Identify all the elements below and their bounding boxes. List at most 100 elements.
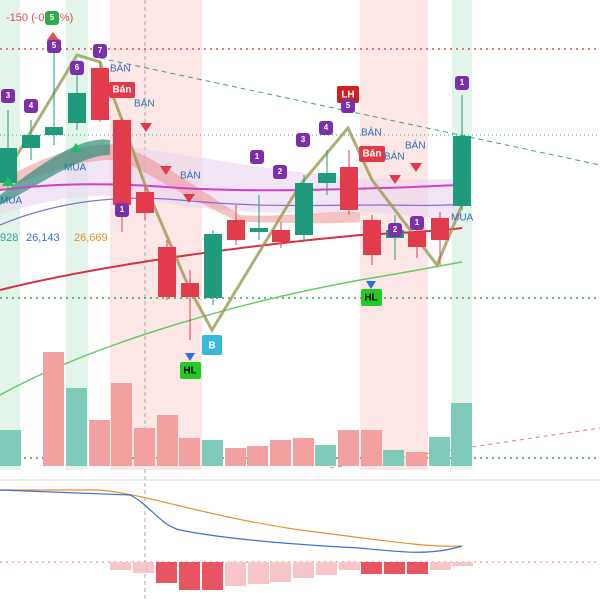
wave-badge [410,216,424,230]
volume-bar [338,430,359,466]
candle [136,192,154,213]
buy-label: MUA [451,213,474,224]
legend-value: 928 [0,232,18,244]
band [0,144,360,224]
volume-bar [361,430,382,466]
arrow [160,166,172,175]
macd-bar [293,562,314,578]
candle [45,127,63,135]
macd-bar [202,562,223,590]
macd-bar [270,562,291,582]
zigzag [6,53,464,333]
swing-label: B [208,341,215,352]
wave-badge [70,61,84,75]
wave-badge [319,121,333,135]
wave-badge [24,99,38,113]
macd [0,489,463,553]
wave-badge [341,99,355,113]
wave-label: 7 [98,46,103,55]
macd-bar [339,562,360,570]
volume-bar [451,403,472,466]
arrow [185,353,195,361]
wave-badge [45,11,59,25]
legend-value: 26,669 [74,232,108,244]
macd-bar [430,562,451,570]
candle [204,234,222,298]
candle [158,247,176,297]
macd-line [0,489,463,553]
ma-line [0,183,463,192]
macd-bar [179,562,200,590]
arrow [70,143,82,152]
candle [272,230,290,242]
wave-badge [388,223,402,237]
candle [0,148,17,183]
volume-bar [179,438,200,466]
swing-box [180,362,201,379]
arrow [366,281,376,289]
arrows [2,32,422,361]
sell-box [359,146,385,162]
ma-line [0,261,463,396]
arrow [47,32,59,40]
arrow [2,177,14,186]
macd-bar [452,562,473,566]
sell-box-label: Bán [363,149,382,160]
candle [181,283,199,297]
volume-bar [225,448,246,466]
volume-bar [315,445,336,466]
wave-label: 1 [460,78,465,87]
candle [113,120,131,205]
arrow [183,194,195,203]
candle [408,232,426,247]
macd-bar [156,562,177,583]
wave-label: 4 [29,101,34,110]
wave-label: 1 [415,218,420,227]
buy-label: MUA [64,163,87,174]
wave-label: 5 [52,41,57,50]
volume-bar [43,352,64,466]
candle [250,228,268,232]
price-change: -150 (-0.58%) [6,12,73,24]
volume-bar [293,438,314,466]
buy-zone [0,0,20,470]
wave-label: 5 [346,101,351,110]
candle [227,220,245,240]
wave-label: 5 [50,13,55,22]
macd-bar [361,562,382,574]
swing-box [337,86,359,103]
sell-label: BÁN [405,139,426,152]
wave-label: 3 [6,91,11,100]
swing-box [361,289,382,306]
wave-badge [296,133,310,147]
sell-box [109,82,135,98]
arrow [140,123,152,132]
macd-bar [133,562,154,573]
macd-bar [316,562,337,575]
wave-badge [273,165,287,179]
wave-badge [250,150,264,164]
volume-bar [270,440,291,466]
volume-bar [111,383,132,466]
wave-label: 1 [120,205,125,214]
volume-bar [157,415,178,466]
wave-label: 6 [75,63,80,72]
swing-box [202,335,222,355]
wave-label: 2 [278,167,283,176]
wave-badge [93,44,107,58]
ma-line [0,197,463,226]
volume-bar [0,430,21,466]
macd-bar [384,562,405,574]
candle [91,68,109,120]
candle [295,183,313,235]
volume-bar [383,450,404,466]
wave-label: 4 [324,123,329,132]
sell-label: BÁN [180,169,201,182]
candle [340,167,358,210]
swing-label: HL [183,366,196,377]
sell-box-label: Bán [113,85,132,96]
macd-bar [225,562,246,586]
candle [22,135,40,148]
